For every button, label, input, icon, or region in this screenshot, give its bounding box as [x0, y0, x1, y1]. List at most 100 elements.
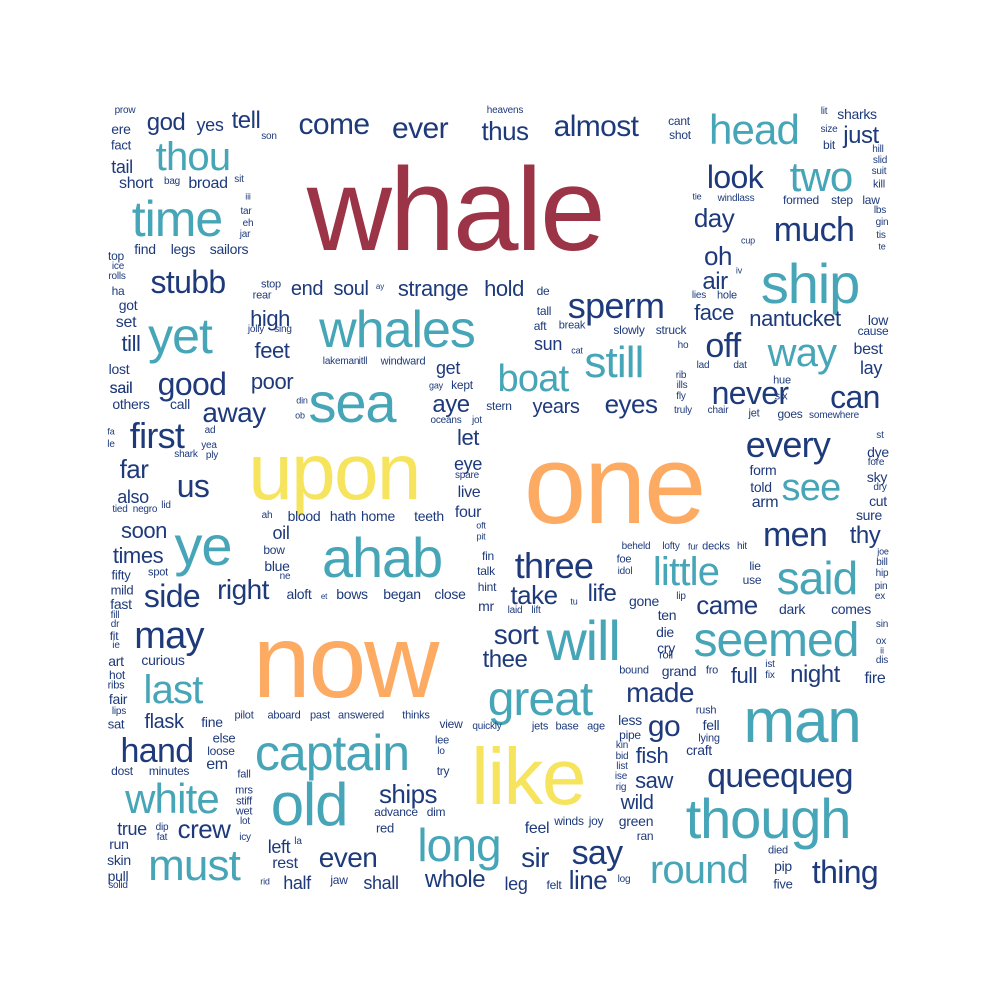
word-dost: dost [111, 764, 133, 778]
word-hath: hath [329, 508, 357, 524]
word-fast: fast [110, 596, 132, 612]
word-fa: fa [107, 426, 115, 437]
word-three: three [514, 545, 594, 586]
word-long: long [417, 819, 501, 871]
word-night: night [790, 661, 840, 688]
word-bows: bows [336, 586, 368, 602]
word-low: low [867, 312, 889, 328]
word-hole: hole [717, 289, 737, 302]
word-goes: goes [777, 407, 803, 421]
word-et: et [320, 592, 328, 601]
word-head: head [708, 106, 800, 153]
word-idol: idol [617, 566, 633, 577]
word-ere: ere [111, 121, 131, 137]
word-lot: lot [240, 816, 250, 827]
word-else: else [212, 730, 236, 746]
word-bill: bill [876, 557, 888, 568]
word-six: six [774, 390, 788, 403]
word-look: look [706, 159, 764, 195]
word-best: best [853, 341, 883, 358]
word-full: full [730, 663, 758, 688]
word-first: first [129, 415, 185, 456]
word-dis: dis [875, 655, 889, 666]
word-sure: sure [855, 507, 883, 523]
word-call: call [170, 396, 190, 412]
word-time: time [131, 191, 223, 247]
word-suit: suit [871, 166, 887, 177]
word-talk: talk [477, 564, 495, 578]
word-even: even [318, 842, 378, 873]
word-ho: ho [677, 340, 689, 351]
word-pilot: pilot [234, 709, 254, 722]
word-thy: thy [849, 522, 881, 549]
word-oft: oft [476, 520, 486, 531]
word-form: form [749, 462, 777, 478]
word-can: can [830, 379, 880, 415]
word-come: come [298, 108, 371, 141]
word-years: years [532, 396, 580, 418]
word-em: em [206, 756, 228, 773]
word-good: good [157, 366, 227, 402]
word-windlass: windlass [717, 193, 755, 204]
word-comes: comes [831, 601, 871, 617]
word-fly: fly [676, 391, 686, 402]
word-one: one [523, 422, 706, 547]
word-aboard: aboard [267, 709, 301, 722]
word-son: son [261, 131, 277, 142]
word-thing: thing [811, 854, 879, 890]
word-hint: hint [477, 580, 497, 594]
word-off: off [705, 327, 741, 365]
word-saw: saw [635, 768, 673, 793]
word-round: round [649, 848, 749, 892]
word-ist: ist [765, 659, 775, 670]
word-oh: oh [704, 241, 732, 271]
word-die: die [656, 624, 674, 640]
word-ii: ii [880, 645, 884, 656]
word-spot: spot [148, 566, 168, 579]
word-slowly: slowly [613, 323, 645, 337]
word-ice: ice [111, 261, 125, 272]
word-formed: formed [783, 193, 819, 207]
word-itll: itll [358, 356, 368, 367]
word-aft: aft [533, 319, 547, 333]
word-take: take [510, 580, 558, 610]
word-winds: winds [554, 814, 584, 828]
word-kin: kin [615, 740, 629, 751]
word-set: set [115, 314, 137, 331]
word-almost: almost [553, 110, 639, 143]
word-times: times [112, 543, 164, 568]
word-eyes: eyes [604, 389, 658, 419]
word-pull: pull [107, 868, 129, 884]
word-two: two [789, 153, 854, 200]
word-lost: lost [108, 361, 130, 377]
word-sharks: sharks [837, 106, 877, 122]
word-minutes: minutes [148, 764, 190, 778]
word-struck: struck [655, 323, 687, 337]
word-came: came [696, 590, 758, 620]
word-red: red [375, 820, 395, 836]
word-boat: boat [497, 358, 570, 400]
word-rid: rid [260, 876, 270, 887]
word-sail: sail [109, 380, 133, 397]
word-live: live [457, 484, 481, 501]
word-high: high [250, 306, 290, 331]
word-stern: stern [486, 399, 512, 413]
word-fire: fire [864, 670, 886, 687]
word-sperm: sperm [567, 285, 665, 326]
word-jot: jot [472, 415, 482, 426]
word-sun: sun [534, 334, 562, 354]
word-tis: tis [876, 230, 886, 241]
word-joy: joy [588, 814, 604, 828]
word-size: size [820, 124, 838, 135]
word-shot: shot [669, 128, 691, 142]
word-fact: fact [111, 137, 131, 153]
word-whale: whale [306, 144, 606, 276]
word-past: past [310, 709, 330, 722]
word-god: god [146, 109, 186, 136]
word-le: le [107, 439, 115, 450]
word-prow: prow [114, 105, 136, 116]
word-ah: ah [261, 510, 273, 521]
word-heavens: heavens [486, 105, 524, 116]
word-mr: mr [478, 598, 494, 614]
word-sit: sit [234, 174, 244, 185]
